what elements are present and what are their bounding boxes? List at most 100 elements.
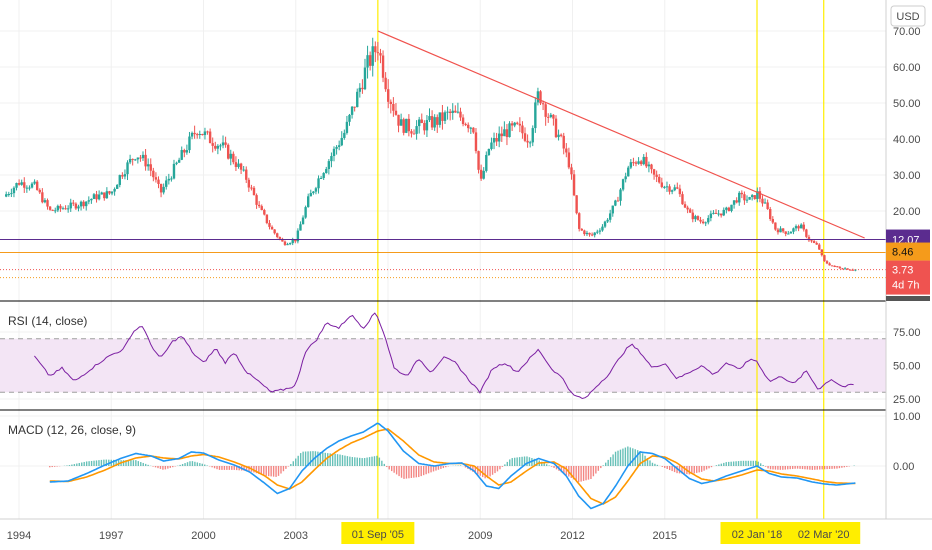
- candle-body: [250, 187, 253, 189]
- candle-body: [260, 206, 263, 211]
- currency-label: USD: [896, 11, 919, 23]
- candle-body: [583, 230, 586, 235]
- candle-body: [219, 145, 222, 147]
- currency-button[interactable]: [890, 5, 926, 27]
- macd-tick-label: 0.00: [893, 461, 914, 473]
- candle-body: [464, 124, 467, 126]
- price-tick-label: 60.00: [893, 62, 921, 74]
- candle-body: [730, 204, 733, 211]
- candle-body: [526, 140, 529, 143]
- candle-body: [85, 201, 88, 207]
- candle-body: [554, 118, 558, 138]
- candle-body: [100, 192, 103, 195]
- candle-body: [650, 164, 653, 170]
- candle-body: [495, 138, 498, 142]
- candle-body: [565, 148, 568, 153]
- axes: 70.00 60.00 50.00 40.00 30.00 20.00 75.00 50.00…: [7, 26, 921, 544]
- candle-body: [830, 265, 834, 267]
- candle-body: [242, 169, 245, 171]
- candle-body: [825, 261, 829, 264]
- candle-body: [611, 205, 614, 214]
- candle-body: [61, 208, 65, 210]
- candle-body: [769, 209, 772, 220]
- candle-body: [707, 218, 710, 223]
- candle-body: [374, 46, 377, 53]
- candle-body: [575, 195, 578, 214]
- candle-body: [46, 200, 49, 207]
- candle-body: [833, 265, 836, 267]
- candle-body: [678, 188, 682, 195]
- resistance-trendline: [377, 30, 865, 239]
- candle-body: [712, 212, 715, 214]
- candle-body: [387, 89, 390, 102]
- candle-body: [534, 102, 537, 129]
- countdown-text: 4d 7h: [892, 280, 920, 292]
- candle-body: [105, 191, 109, 199]
- candle-body: [781, 228, 785, 232]
- candle-body: [350, 106, 354, 115]
- candle-body: [805, 229, 808, 237]
- candle-body: [317, 178, 320, 189]
- candle-body: [384, 77, 387, 90]
- candle-body: [681, 194, 684, 205]
- candle-body: [694, 216, 697, 220]
- candle-body: [652, 169, 656, 175]
- candle-body: [152, 170, 155, 178]
- candle-body: [17, 183, 21, 185]
- candle-body: [841, 268, 844, 270]
- candle-body: [812, 241, 816, 243]
- rsi-tick-label: 75.00: [893, 327, 921, 339]
- candle-body: [134, 159, 137, 161]
- candle-body: [72, 202, 75, 204]
- price-tick-label: 70.00: [893, 26, 921, 38]
- candle-body: [33, 181, 36, 184]
- candle-body: [619, 189, 622, 201]
- candle-body: [402, 119, 405, 133]
- candle-body: [673, 187, 676, 191]
- candle-body: [787, 233, 790, 235]
- series-lines: [34, 30, 865, 510]
- candle-body: [459, 111, 462, 118]
- date-marker-box: [341, 522, 415, 544]
- candle-body: [753, 195, 756, 199]
- candle-body: [301, 217, 305, 225]
- candle-body: [668, 186, 671, 192]
- candle-body: [255, 195, 258, 205]
- candle-body: [544, 104, 547, 117]
- level-tag-orange-text: 8.46: [892, 247, 913, 259]
- candle-body: [90, 198, 93, 201]
- date-marker-box: [787, 522, 861, 544]
- price-tick-label: 50.00: [893, 98, 921, 110]
- candle-body: [505, 129, 509, 138]
- candle-body: [699, 219, 702, 222]
- candle-body: [157, 179, 160, 184]
- candle-body: [704, 222, 707, 224]
- candle-body: [743, 194, 746, 201]
- candle-body: [779, 228, 782, 233]
- candle-body: [647, 164, 651, 167]
- candle-body: [38, 189, 41, 193]
- candle-body: [7, 194, 10, 196]
- rsi-line: [34, 312, 854, 400]
- candle-body: [608, 213, 612, 220]
- candle-body: [170, 178, 173, 180]
- candle-body: [686, 207, 689, 210]
- time-tick-label: 2009: [468, 530, 492, 542]
- candle-body: [226, 144, 230, 159]
- candle-body: [43, 200, 47, 203]
- candle-body: [5, 194, 8, 197]
- candle-body: [288, 243, 292, 245]
- rsi-tick-label: 25.00: [893, 394, 921, 406]
- candle-body: [23, 182, 26, 188]
- candle-body: [48, 206, 52, 210]
- candle-body: [15, 183, 18, 188]
- candle-body: [177, 159, 181, 163]
- candle-body: [239, 163, 243, 170]
- candle-body: [361, 87, 364, 90]
- candle-body: [335, 146, 338, 149]
- candle-body: [815, 242, 818, 245]
- candle-body: [771, 219, 775, 223]
- candle-body: [513, 122, 516, 126]
